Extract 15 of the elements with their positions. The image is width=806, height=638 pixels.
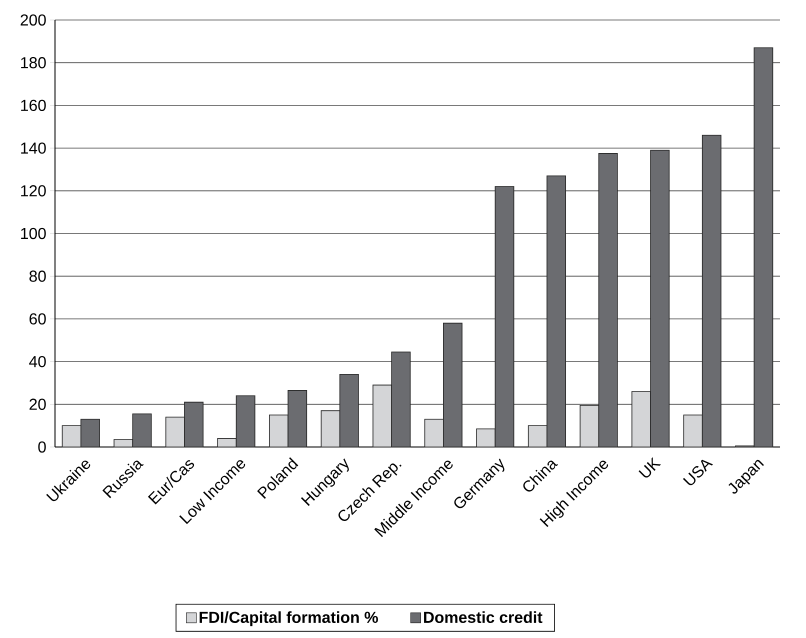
y-tick-label: 80 [29, 270, 46, 282]
y-tick-label: 60 [30, 313, 46, 325]
y-tick-label: 100 [21, 228, 46, 240]
y-tick-label: 180 [21, 57, 46, 68]
legend-label: Domestic credit [424, 611, 542, 623]
y-tick-label: 160 [21, 100, 46, 112]
y-tick-label: 120 [21, 185, 46, 196]
x-tick-label: USA [682, 460, 713, 486]
y-tick-label: 0 [38, 441, 46, 453]
y-tick-label: 140 [21, 142, 46, 154]
legend-label: FDI/Capital formation % [200, 611, 378, 626]
y-tick-label: 200 [20, 14, 46, 26]
y-tick-label: 40 [29, 356, 46, 368]
y-tick-label: 20 [30, 398, 46, 410]
x-tick-label: UK [638, 457, 661, 478]
